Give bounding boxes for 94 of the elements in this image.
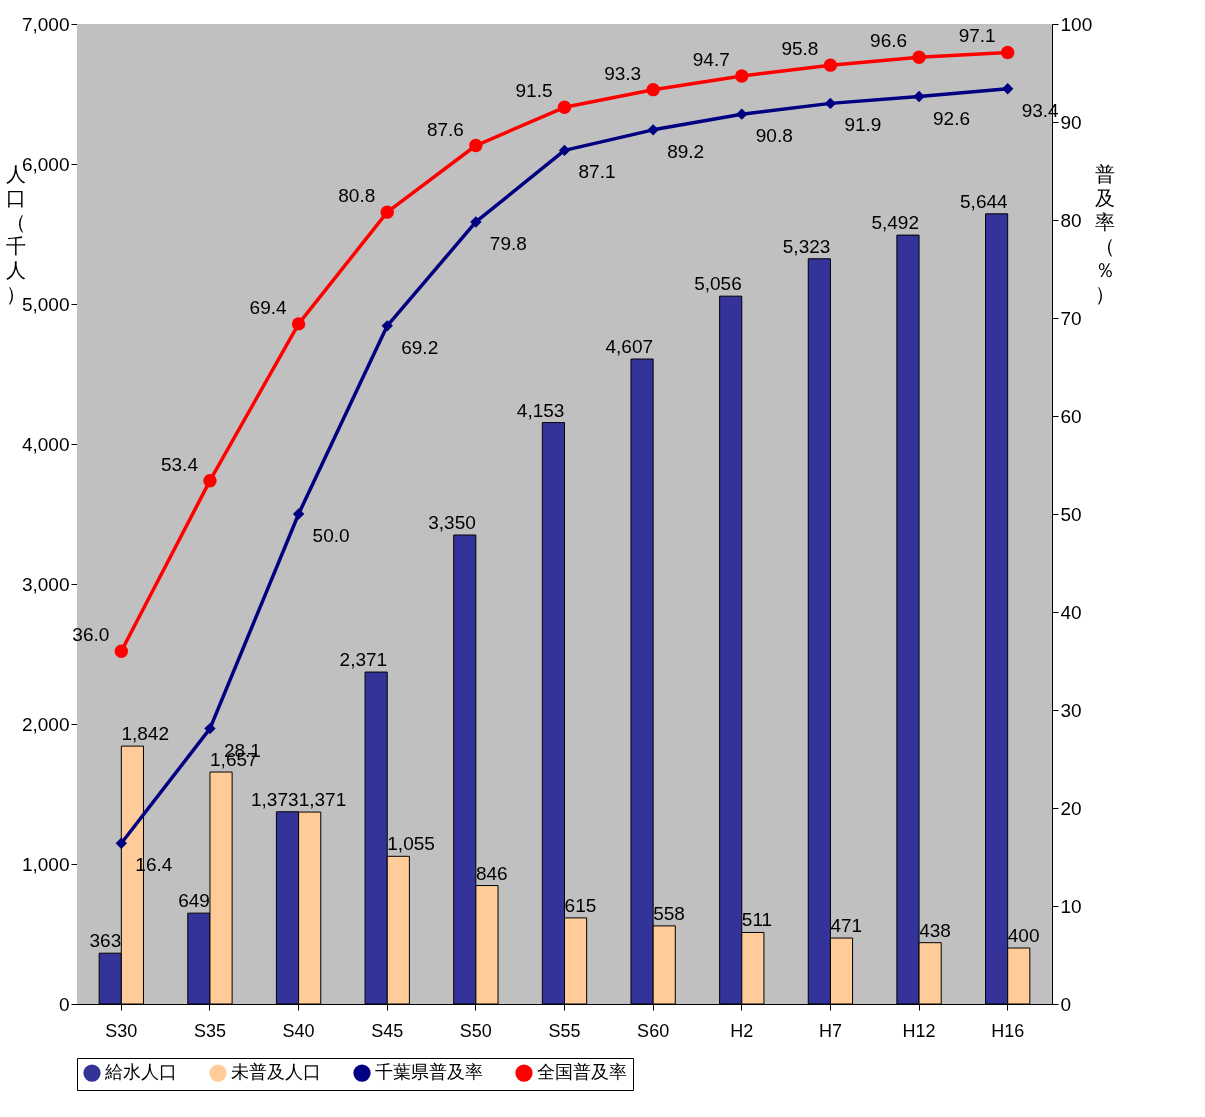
- data-label: 91.5: [515, 80, 553, 102]
- point: [114, 644, 129, 658]
- x-tick-label: S35: [193, 1020, 226, 1041]
- point: [292, 508, 305, 520]
- legend-label: 千葉県普及率: [375, 1062, 483, 1083]
- y-tick-label: 4,000: [21, 433, 70, 455]
- data-label: 96.6: [870, 30, 908, 52]
- data-label: 89.2: [667, 140, 705, 162]
- data-label: 50.0: [312, 525, 350, 546]
- data-label: 2,371: [339, 649, 388, 671]
- point: [203, 473, 217, 488]
- x-tick-label: S45: [371, 1020, 404, 1041]
- point: [735, 69, 749, 83]
- data-label: 87.6: [426, 118, 464, 140]
- x-tick-label: S30: [105, 1020, 138, 1041]
- y2-tick-label: 90: [1060, 111, 1082, 133]
- data-label: 1,842: [121, 723, 169, 745]
- point: [736, 108, 748, 120]
- data-label: 4,607: [605, 336, 654, 358]
- data-label: 90.8: [755, 125, 793, 147]
- y2-tick-label: 100: [1060, 13, 1093, 35]
- point: [558, 144, 571, 157]
- data-label: 69.4: [249, 296, 288, 318]
- data-label: 80.8: [338, 185, 376, 207]
- point: [646, 82, 660, 97]
- point: [469, 138, 483, 153]
- data-label: 94.7: [692, 48, 730, 70]
- x-tick-label: H16: [991, 1020, 1025, 1041]
- data-label: 87.1: [578, 161, 616, 183]
- y-tick-label: 7,000: [21, 13, 70, 35]
- data-label: 1,055: [387, 833, 435, 855]
- point: [557, 100, 572, 114]
- legend-label: 未普及人口: [231, 1062, 321, 1083]
- data-label: 5,492: [871, 212, 919, 234]
- data-label: 79.8: [489, 232, 527, 254]
- point: [913, 90, 925, 103]
- data-label: 93.3: [604, 62, 642, 84]
- data-label: 95.8: [781, 38, 819, 60]
- data-label: 4,153: [516, 399, 565, 421]
- data-label: 1,371: [298, 789, 347, 811]
- y2-tick-label: 20: [1060, 797, 1082, 819]
- x-tick-label: H2: [730, 1020, 754, 1041]
- data-label: 69.2: [401, 336, 439, 358]
- data-label: 36.0: [72, 624, 110, 646]
- x-tick-label: S60: [637, 1020, 670, 1041]
- data-label: 5,644: [960, 190, 1009, 212]
- data-label: 3,350: [428, 512, 476, 533]
- data-label: 97.1: [958, 25, 996, 47]
- data-label: 5,056: [694, 273, 742, 295]
- data-label: 91.9: [844, 114, 882, 136]
- data-label: 92.6: [933, 107, 971, 129]
- data-label: 615: [564, 894, 597, 916]
- y2-tick-label: 70: [1060, 307, 1082, 329]
- x-tick-label: S40: [282, 1020, 315, 1041]
- point: [204, 722, 216, 735]
- point: [291, 317, 306, 331]
- y2-tick-label: 50: [1060, 503, 1082, 525]
- x-tick-label: S55: [548, 1020, 581, 1041]
- data-label: 363: [89, 930, 122, 952]
- point: [1000, 45, 1015, 60]
- point: [380, 205, 394, 219]
- data-label: 5,323: [782, 235, 831, 257]
- y2-tick-label: 40: [1060, 601, 1082, 623]
- y2-tick-label: 0: [1060, 993, 1072, 1015]
- y-tick-label: 3,000: [21, 573, 70, 595]
- x-tick-label: H12: [902, 1020, 936, 1041]
- y2-axis-title: 普及率（％）: [1094, 162, 1115, 305]
- y2-tick-label: 30: [1060, 699, 1082, 721]
- point: [824, 97, 837, 110]
- point: [381, 320, 393, 332]
- x-tick-label: S50: [459, 1020, 492, 1041]
- data-label: 1,373: [250, 788, 299, 810]
- data-label: 846: [475, 862, 508, 884]
- x-tick-label: H7: [818, 1020, 842, 1041]
- legend-label: 全国普及率: [537, 1062, 627, 1083]
- point: [470, 216, 482, 228]
- y-tick-label: 6,000: [21, 153, 70, 175]
- data-label: 400: [1007, 925, 1040, 946]
- point: [912, 50, 926, 65]
- data-label: 558: [653, 902, 685, 924]
- point: [823, 58, 838, 72]
- data-label: 649: [178, 890, 210, 912]
- y2-tick-label: 10: [1060, 895, 1082, 917]
- point: [115, 837, 128, 849]
- legend-label: 給水人口: [104, 1062, 177, 1083]
- y-tick-label: 2,000: [21, 713, 70, 735]
- data-label: 511: [741, 909, 773, 931]
- data-label: 471: [830, 915, 863, 937]
- data-label: 53.4: [160, 453, 199, 475]
- y2-tick-label: 60: [1060, 405, 1082, 427]
- point: [647, 124, 659, 136]
- y2-tick-label: 80: [1060, 209, 1082, 231]
- y-tick-label: 0: [58, 993, 70, 1015]
- y-tick-label: 1,000: [21, 853, 70, 875]
